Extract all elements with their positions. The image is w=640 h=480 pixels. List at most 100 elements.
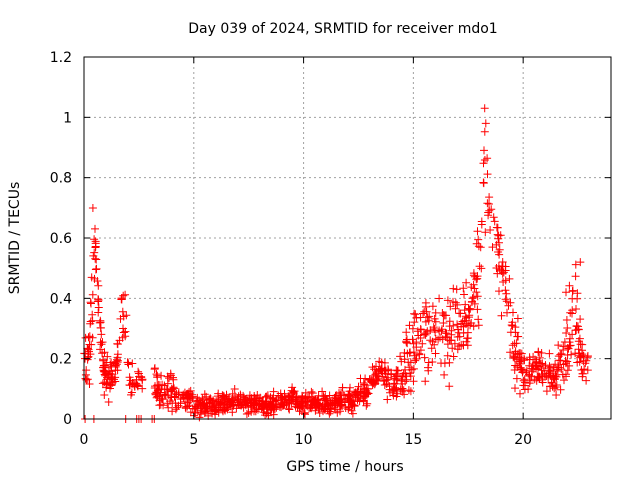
data-point bbox=[421, 329, 430, 338]
data-point bbox=[577, 366, 586, 374]
data-point bbox=[346, 383, 354, 392]
data-point bbox=[138, 376, 147, 385]
data-point bbox=[85, 380, 94, 388]
data-point bbox=[113, 339, 122, 348]
data-point bbox=[492, 240, 501, 249]
data-point bbox=[508, 341, 517, 350]
data-point bbox=[88, 290, 97, 299]
data-point bbox=[563, 344, 572, 352]
data-point bbox=[421, 298, 430, 307]
data-point bbox=[88, 204, 97, 212]
y-tick-label: 0.8 bbox=[50, 171, 72, 187]
data-point bbox=[542, 387, 551, 396]
data-point bbox=[489, 213, 498, 222]
data-point bbox=[172, 389, 181, 398]
data-point bbox=[552, 391, 561, 399]
data-point bbox=[409, 377, 418, 386]
data-point bbox=[449, 352, 458, 361]
data-point bbox=[266, 406, 275, 415]
data-point bbox=[289, 388, 298, 397]
data-point bbox=[481, 119, 490, 128]
data-point bbox=[520, 356, 529, 365]
data-point bbox=[437, 327, 446, 336]
data-point bbox=[205, 395, 214, 404]
data-point bbox=[535, 353, 544, 362]
data-point bbox=[524, 385, 533, 394]
data-point bbox=[505, 274, 514, 283]
data-point bbox=[185, 401, 194, 410]
data-point bbox=[94, 281, 103, 290]
data-point bbox=[474, 315, 483, 324]
data-point bbox=[300, 409, 309, 418]
data-point bbox=[90, 235, 99, 244]
data-point bbox=[480, 127, 489, 136]
data-point bbox=[445, 317, 454, 326]
data-point bbox=[124, 360, 133, 369]
data-point bbox=[362, 401, 371, 410]
data-point bbox=[481, 228, 490, 237]
data-point bbox=[113, 366, 122, 375]
data-point bbox=[441, 332, 450, 341]
data-point bbox=[176, 395, 185, 404]
data-point bbox=[516, 357, 525, 366]
data-point bbox=[495, 250, 504, 259]
data-point bbox=[572, 305, 580, 313]
data-point bbox=[415, 350, 424, 359]
data-point bbox=[99, 363, 108, 372]
data-point bbox=[384, 375, 393, 384]
data-point bbox=[416, 313, 425, 322]
data-point bbox=[214, 395, 223, 404]
data-point bbox=[455, 332, 464, 341]
data-point bbox=[443, 296, 452, 305]
data-point bbox=[387, 369, 395, 378]
data-point bbox=[168, 399, 177, 408]
data-point bbox=[335, 398, 344, 407]
data-point bbox=[308, 397, 317, 406]
data-point bbox=[571, 349, 580, 358]
data-point bbox=[550, 375, 559, 384]
data-point bbox=[512, 374, 521, 383]
data-point bbox=[122, 311, 131, 320]
data-point bbox=[473, 227, 482, 236]
data-point bbox=[573, 294, 582, 303]
data-point bbox=[582, 376, 591, 385]
data-point bbox=[565, 281, 574, 290]
data-point bbox=[443, 351, 452, 360]
data-point bbox=[167, 387, 176, 396]
data-point bbox=[487, 205, 496, 214]
data-point bbox=[440, 359, 449, 368]
data-point bbox=[459, 341, 468, 350]
data-point bbox=[502, 297, 511, 306]
data-point bbox=[87, 340, 96, 349]
data-point bbox=[200, 409, 209, 418]
data-point bbox=[446, 302, 455, 311]
data-point bbox=[219, 400, 228, 409]
data-point bbox=[406, 372, 415, 381]
data-point bbox=[554, 341, 563, 350]
data-point bbox=[495, 287, 503, 296]
data-point bbox=[416, 334, 425, 342]
data-point bbox=[457, 319, 466, 328]
data-point bbox=[126, 376, 135, 385]
y-tick-label: 1 bbox=[63, 110, 72, 126]
data-point bbox=[102, 383, 111, 392]
data-point bbox=[490, 217, 499, 226]
data-point bbox=[560, 376, 568, 385]
data-point bbox=[410, 309, 419, 318]
data-point bbox=[568, 287, 577, 296]
data-point bbox=[409, 339, 418, 348]
data-point bbox=[562, 370, 570, 379]
data-point bbox=[95, 318, 104, 327]
data-point bbox=[220, 401, 229, 410]
data-point bbox=[160, 390, 169, 399]
data-point bbox=[462, 316, 471, 325]
data-point bbox=[547, 378, 556, 387]
data-point bbox=[254, 405, 262, 414]
y-tick-label: 0 bbox=[63, 412, 72, 428]
data-point bbox=[103, 352, 112, 361]
data-point bbox=[486, 226, 495, 234]
data-point bbox=[378, 369, 387, 378]
data-point bbox=[498, 258, 507, 266]
data-point bbox=[509, 353, 518, 362]
data-point bbox=[213, 392, 222, 401]
